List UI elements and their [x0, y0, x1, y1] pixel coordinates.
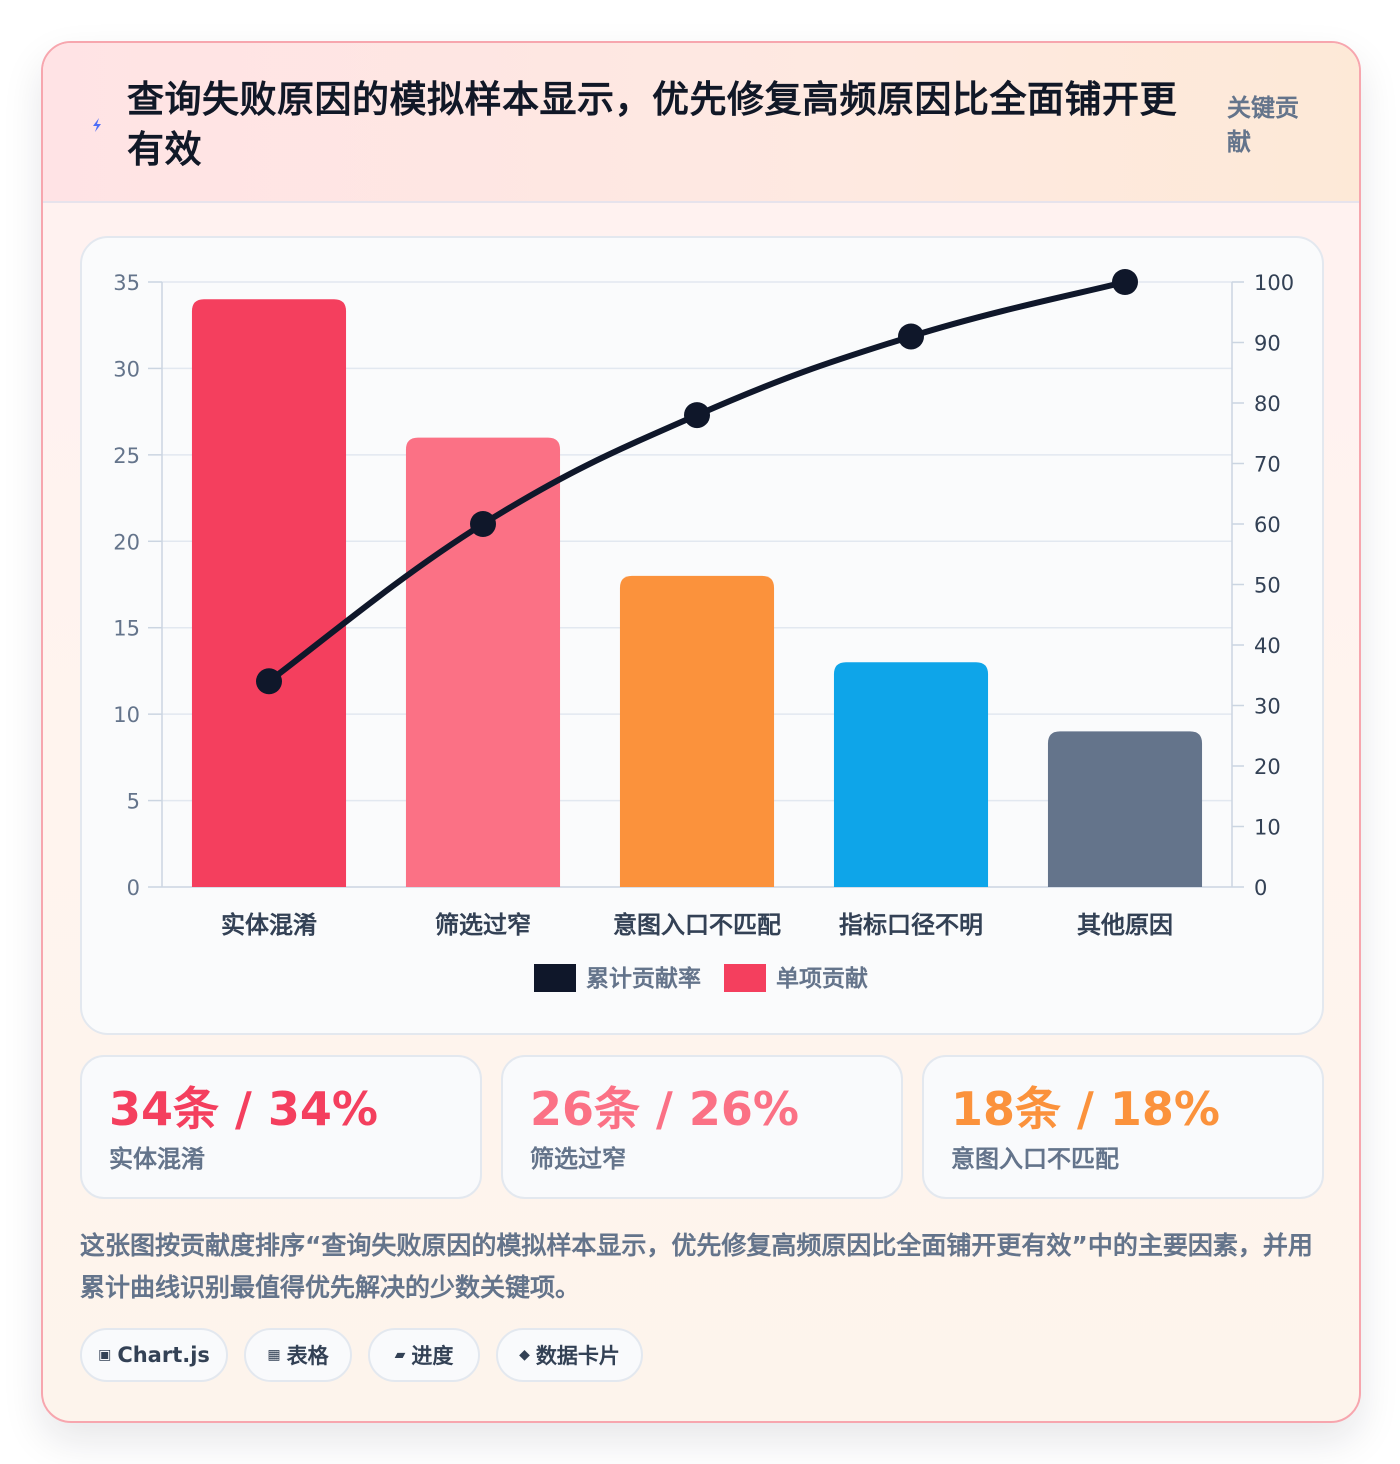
progress-icon: ▰ — [394, 1347, 406, 1363]
category-label: 筛选过窄 — [435, 911, 531, 939]
bar-1 — [191, 299, 347, 887]
stat-card-1: 34条 / 34% 实体混淆 — [80, 1055, 482, 1199]
lightning-icon — [93, 118, 101, 132]
stat-value: 18条 / 18% — [951, 1082, 1220, 1136]
stat-label: 实体混淆 — [109, 1145, 205, 1173]
pareto-chart: 0 5 10 15 20 25 30 35 0 10 20 30 40 50 60 70 80 90 100 实体混淆… — [113, 269, 1294, 992]
cumulative-point-4 — [898, 323, 924, 350]
left-tick-label: 30 — [113, 357, 140, 381]
key-contribution-badge: 关键贡献 — [1227, 94, 1299, 156]
bar-3 — [619, 575, 775, 887]
tag-chartjs[interactable]: ▣ Chart.js — [80, 1328, 228, 1382]
right-tick-label: 0 — [1254, 876, 1267, 900]
left-tick-label: 15 — [113, 617, 140, 641]
card-icon: ◆ — [519, 1347, 530, 1363]
right-tick-label: 50 — [1254, 574, 1281, 598]
stat-label: 意图入口不匹配 — [951, 1145, 1119, 1173]
right-tick-label: 60 — [1254, 513, 1281, 537]
right-tick-label: 30 — [1254, 695, 1281, 719]
category-label: 实体混淆 — [221, 911, 317, 939]
card-header: 查询失败原因的模拟样本显示，优先修复高频原因比全面铺开更有效 关键贡献 — [43, 43, 1359, 203]
cumulative-point-2 — [470, 511, 496, 537]
stat-card-3: 18条 / 18% 意图入口不匹配 — [922, 1055, 1324, 1199]
bar-5 — [1047, 731, 1203, 887]
tag-label: 进度 — [411, 1344, 454, 1368]
cumulative-point-3 — [684, 402, 710, 429]
stat-value: 34条 / 34% — [109, 1082, 378, 1136]
chart-card: 查询失败原因的模拟样本显示，优先修复高频原因比全面铺开更有效 关键贡献 0 5 10… — [41, 41, 1361, 1423]
chart-description: 这张图按贡献度排序“查询失败原因的模拟样本显示，优先修复高频原因比全面铺开更有效… — [80, 1231, 1313, 1302]
legend-label: 单项贡献 — [776, 966, 868, 992]
pareto-chart-panel: 0 5 10 15 20 25 30 35 0 10 20 30 40 50 60 70 80 90 100 实体混淆… — [80, 236, 1324, 1035]
left-tick-label: 5 — [127, 790, 140, 814]
tag-label: 数据卡片 — [535, 1344, 620, 1368]
left-tick-label: 20 — [113, 530, 140, 554]
chart-icon: ▣ — [98, 1347, 112, 1363]
right-tick-label: 40 — [1254, 634, 1281, 658]
right-tick-label: 10 — [1254, 816, 1281, 840]
category-label: 其他原因 — [1077, 911, 1173, 939]
tag-progress[interactable]: ▰ 进度 — [368, 1328, 480, 1382]
left-tick-label: 0 — [127, 876, 140, 900]
left-tick-label: 10 — [113, 703, 140, 727]
stat-label: 筛选过窄 — [530, 1145, 626, 1173]
cumulative-point-1 — [256, 668, 282, 695]
page-title: 查询失败原因的模拟样本显示，优先修复高频原因比全面铺开更有效 — [127, 78, 1177, 171]
category-label: 意图入口不匹配 — [613, 911, 781, 939]
right-tick-label: 100 — [1254, 271, 1294, 295]
table-icon: ▦ — [267, 1347, 281, 1363]
tag-table[interactable]: ▦ 表格 — [244, 1328, 352, 1382]
left-tick-label: 35 — [113, 271, 140, 295]
category-label: 指标口径不明 — [839, 911, 983, 939]
left-tick-label: 25 — [113, 444, 140, 468]
tag-data-card[interactable]: ◆ 数据卡片 — [496, 1328, 643, 1382]
right-tick-label: 80 — [1254, 392, 1281, 416]
stat-card-2: 26条 / 26% 筛选过窄 — [501, 1055, 903, 1199]
bar-4 — [833, 662, 989, 887]
bar-2 — [405, 437, 561, 887]
legend-swatch — [724, 964, 766, 992]
right-tick-label: 90 — [1254, 332, 1281, 356]
tag-label: Chart.js — [117, 1343, 210, 1367]
tag-label: 表格 — [286, 1344, 329, 1368]
stat-value: 26条 / 26% — [530, 1082, 799, 1136]
cumulative-point-5 — [1112, 269, 1138, 295]
legend-swatch — [534, 964, 576, 992]
right-tick-label: 70 — [1254, 453, 1281, 477]
right-tick-label: 20 — [1254, 755, 1281, 779]
legend-label: 累计贡献率 — [586, 965, 701, 992]
